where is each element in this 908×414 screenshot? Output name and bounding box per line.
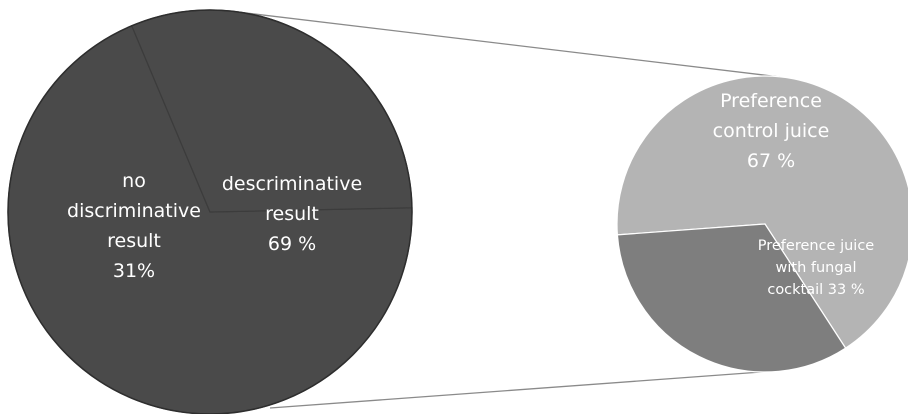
data-label-preference-control-juice-line: Preference [720, 90, 822, 112]
data-label-no-discriminative-result-line: 31% [113, 260, 155, 282]
connector-line-top [237, 11, 781, 78]
main-pie-outline [7, 9, 413, 414]
data-label-preference-juice-with-fungal-cocktail-line: cocktail 33 % [767, 282, 864, 298]
data-label-descriminative-result-line: descriminative [222, 173, 362, 195]
data-label-preference-juice-with-fungal-cocktail-line: Preference juice [758, 238, 875, 254]
data-label-preference-juice-with-fungal-cocktail-line: with fungal [776, 260, 857, 276]
slice-preference-juice-with-fungal-cocktail [616, 223, 847, 373]
data-label-no-discriminative-result-line: discriminative [67, 200, 201, 222]
data-label-preference-control-juice-line: control juice [713, 120, 830, 142]
secondary-pie [616, 75, 908, 373]
data-label-no-discriminative-result-line: result [107, 230, 161, 252]
connector-line-bottom [269, 370, 776, 409]
data-label-preference-control-juice: Preference control juice 67 % [713, 90, 830, 172]
data-label-descriminative-result-line: 69 % [268, 233, 316, 255]
data-label-no-discriminative-result-line: no [122, 170, 146, 192]
data-label-preference-juice-with-fungal-cocktail: Preference juice with fungal cocktail 33 % [758, 238, 875, 298]
data-label-descriminative-result-line: result [265, 203, 319, 225]
connector-lines [237, 11, 781, 409]
data-label-preference-control-juice-line: 67 % [747, 150, 795, 172]
slice-preference-control-juice [616, 75, 908, 349]
slice-labels: descriminative result 69 % no discriminative… [67, 90, 874, 298]
data-label-descriminative-result: descriminative result 69 % [222, 173, 362, 255]
main-pie [7, 9, 413, 414]
data-label-no-discriminative-result: no discriminative result 31% [67, 170, 201, 282]
